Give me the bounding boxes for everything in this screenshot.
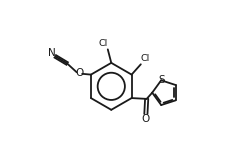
Text: Cl: Cl xyxy=(141,54,150,63)
Text: O: O xyxy=(142,114,150,124)
Text: O: O xyxy=(75,68,83,78)
Text: N: N xyxy=(48,48,56,58)
Text: Cl: Cl xyxy=(99,39,108,48)
Text: S: S xyxy=(158,75,165,85)
